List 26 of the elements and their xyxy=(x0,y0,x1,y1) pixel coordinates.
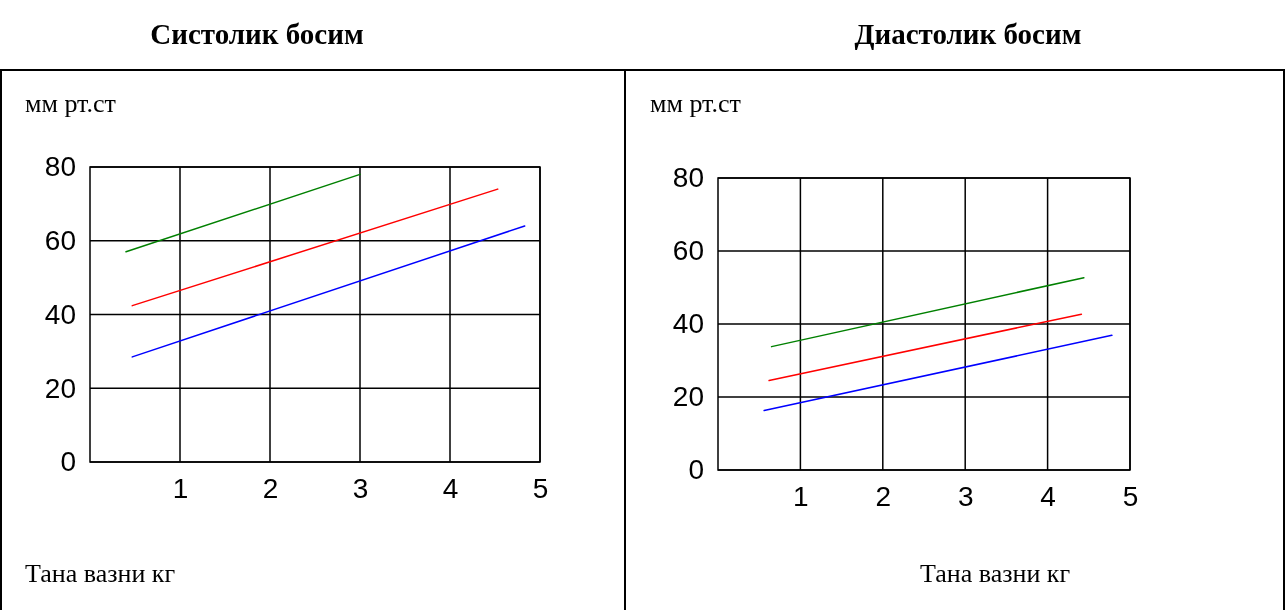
y-tick-label: 20 xyxy=(672,381,704,413)
y-tick-label: 0 xyxy=(688,454,704,486)
y-tick-label: 40 xyxy=(44,298,76,330)
chart-title: Систолик босим xyxy=(150,18,364,50)
y-tick-label: 40 xyxy=(672,308,704,340)
x-tick-label: 3 xyxy=(352,472,369,504)
y-tick-label: 60 xyxy=(44,225,76,257)
x-tick-label: 4 xyxy=(442,472,459,504)
x-tick-label: 3 xyxy=(957,480,974,512)
y-tick-label: 20 xyxy=(44,372,76,404)
x-axis-title: Тана вазни кг xyxy=(25,559,176,588)
y-tick-label: 80 xyxy=(44,151,76,183)
chart-title: Диастолик босим xyxy=(854,18,1082,50)
x-axis-title: Тана вазни кг xyxy=(920,559,1071,588)
y-axis-title: мм рт.ст xyxy=(650,89,741,118)
x-tick-label: 2 xyxy=(875,480,892,512)
x-tick-label: 4 xyxy=(1040,480,1056,512)
x-tick-label: 1 xyxy=(793,480,809,512)
y-tick-label: 80 xyxy=(672,162,704,194)
x-tick-label: 5 xyxy=(532,472,549,504)
x-tick-label: 1 xyxy=(172,472,189,504)
x-tick-label: 2 xyxy=(262,472,279,504)
y-axis-title: мм рт.ст xyxy=(25,89,116,118)
y-tick-label: 0 xyxy=(60,446,76,478)
y-tick-label: 60 xyxy=(672,235,704,267)
x-tick-label: 5 xyxy=(1122,480,1139,512)
